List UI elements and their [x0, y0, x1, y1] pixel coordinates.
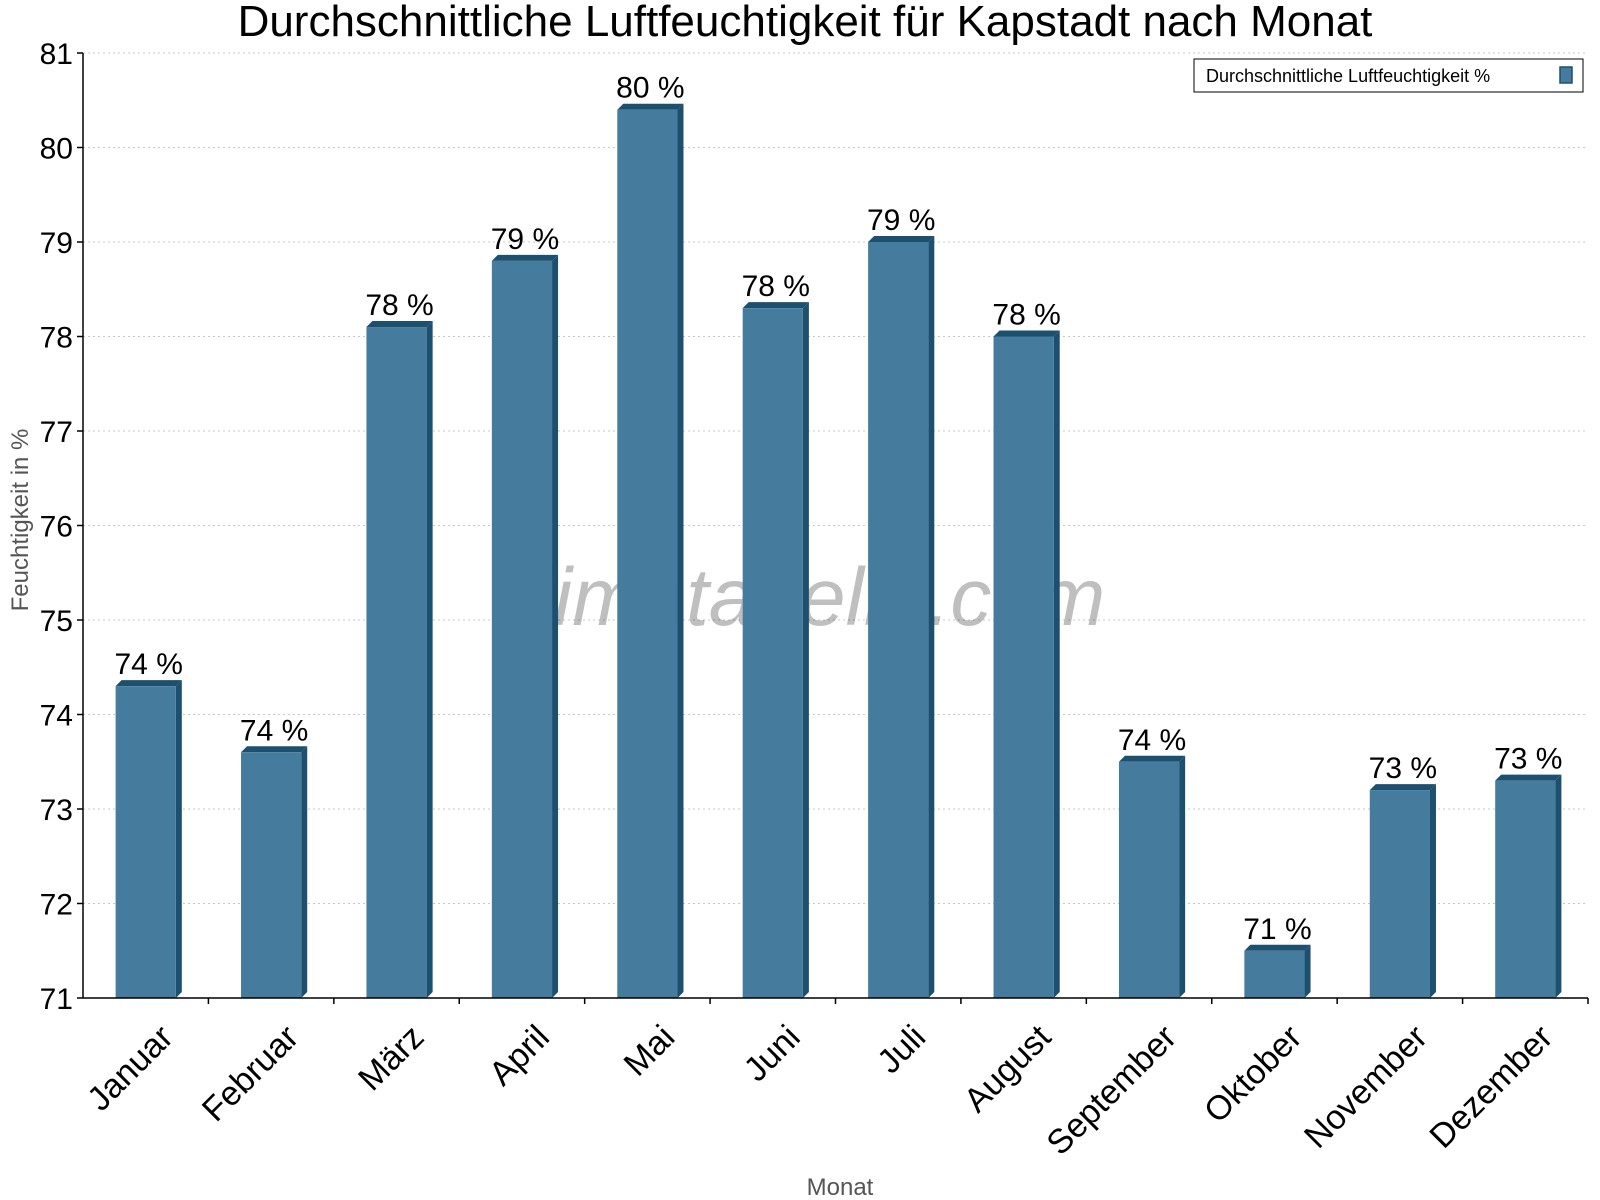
bar-top — [1118, 755, 1186, 762]
legend-box — [1193, 58, 1584, 93]
bar-side — [552, 254, 559, 998]
bar-front — [1369, 790, 1430, 998]
bar-top — [241, 746, 308, 753]
bar-side — [1304, 944, 1311, 998]
data-label: 78 % — [992, 299, 1060, 332]
bar-front — [1244, 950, 1305, 998]
bar-front — [993, 336, 1054, 998]
x-tick-label: Dezember — [1422, 1018, 1560, 1156]
bar-side — [1179, 755, 1186, 998]
y-tick-label: 75 — [40, 605, 73, 638]
y-tick-label: 74 — [40, 700, 73, 733]
y-axis-title: Feuchtigkeit in % — [7, 429, 34, 612]
bar-top — [1244, 944, 1311, 951]
bar-januar — [115, 680, 182, 998]
bar-side — [802, 302, 809, 998]
x-axis-title: Monat — [807, 1174, 874, 1200]
bar-juli — [868, 236, 935, 998]
bar-front — [241, 752, 302, 998]
bar-dezember — [1495, 774, 1562, 998]
grid-lines — [83, 52, 1588, 904]
bar-side — [677, 103, 684, 998]
bar-november — [1369, 784, 1436, 998]
x-tick-label: Mai — [617, 1018, 683, 1084]
data-labels: 74 % 74 % 78 % 79 % 80 % 78 % 79 % 78 % 74 % 71 %… — [115, 72, 1563, 946]
data-label: 73 % — [1494, 743, 1562, 776]
y-tick-label: 79 — [40, 227, 73, 260]
x-tick-label: Juni — [737, 1018, 808, 1089]
bar-front — [366, 327, 427, 998]
bar-mai — [617, 103, 684, 998]
data-label: 78 % — [365, 289, 433, 322]
x-tick-label: Februar — [195, 1018, 306, 1129]
y-tick-label: 78 — [40, 322, 73, 355]
data-label: 74 % — [115, 648, 183, 681]
bar-front — [742, 308, 803, 998]
y-tick-label: 81 — [40, 38, 73, 71]
bar-front — [617, 109, 678, 998]
bar-side — [175, 680, 182, 998]
x-tick-label: März — [351, 1018, 431, 1098]
legend: Durchschnittliche Luftfeuchtigkeit % — [1193, 58, 1584, 93]
y-tick-label: 77 — [40, 416, 73, 449]
bar-top — [491, 254, 559, 261]
x-tick-labels: Januar Februar März April Mai Juni Juli AugustS… — [80, 998, 1589, 1163]
data-label: 71 % — [1243, 913, 1311, 946]
bar-top — [1369, 784, 1436, 791]
data-label: 79 % — [867, 204, 935, 237]
bar-oktober — [1244, 944, 1311, 998]
bar-top — [742, 302, 809, 309]
bar-side — [426, 321, 433, 998]
bar-front — [1495, 780, 1556, 998]
bar-front — [1118, 761, 1180, 998]
bar-front — [868, 242, 929, 998]
bar-april — [491, 254, 559, 998]
data-label: 79 % — [491, 223, 559, 256]
bar-top — [1495, 774, 1562, 781]
x-tick-label: April — [482, 1018, 557, 1093]
legend-label: Durchschnittliche Luftfeuchtigkeit % — [1206, 66, 1490, 86]
chart-title: Durchschnittliche Luftfeuchtigkeit für K… — [238, 0, 1373, 46]
bar-side — [1555, 774, 1562, 998]
y-tick-label: 72 — [40, 889, 73, 922]
bar-side — [1429, 784, 1436, 998]
bar-front — [115, 686, 176, 998]
legend-swatch — [1559, 66, 1573, 84]
bar-top — [868, 236, 935, 242]
y-tick-label: 71 — [40, 983, 73, 1016]
bar-top — [366, 321, 433, 328]
bars — [115, 103, 1562, 998]
x-tick-label: Oktober — [1197, 1018, 1309, 1130]
data-label: 80 % — [616, 72, 684, 105]
bar-top — [115, 680, 182, 687]
y-tick-label: 80 — [40, 133, 73, 166]
data-label: 74 % — [240, 714, 308, 747]
x-tick-label: November — [1297, 1018, 1435, 1156]
bar-september — [1118, 755, 1186, 998]
data-label: 78 % — [742, 270, 810, 303]
data-label: 73 % — [1369, 752, 1437, 785]
x-tick-label: September — [1039, 1018, 1183, 1162]
bar-juni — [742, 302, 809, 998]
bar-top — [993, 330, 1060, 337]
bar-side — [1053, 330, 1060, 998]
y-tick-label: 73 — [40, 794, 73, 827]
y-tick-labels: 71 72 73 74 75 76 77 78 79 80 81 — [40, 38, 83, 1016]
x-tick-label: August — [957, 1018, 1059, 1120]
x-tick-label: Juli — [870, 1018, 933, 1081]
y-tick-label: 76 — [40, 511, 73, 544]
bar-märz — [366, 321, 433, 998]
bar-side — [928, 236, 935, 998]
bar-august — [993, 330, 1060, 998]
data-label: 74 % — [1118, 724, 1186, 757]
bar-top — [617, 103, 684, 110]
x-tick-label: Januar — [80, 1018, 180, 1118]
bar-side — [301, 746, 308, 998]
bar-februar — [241, 746, 308, 998]
bar-front — [491, 260, 553, 998]
